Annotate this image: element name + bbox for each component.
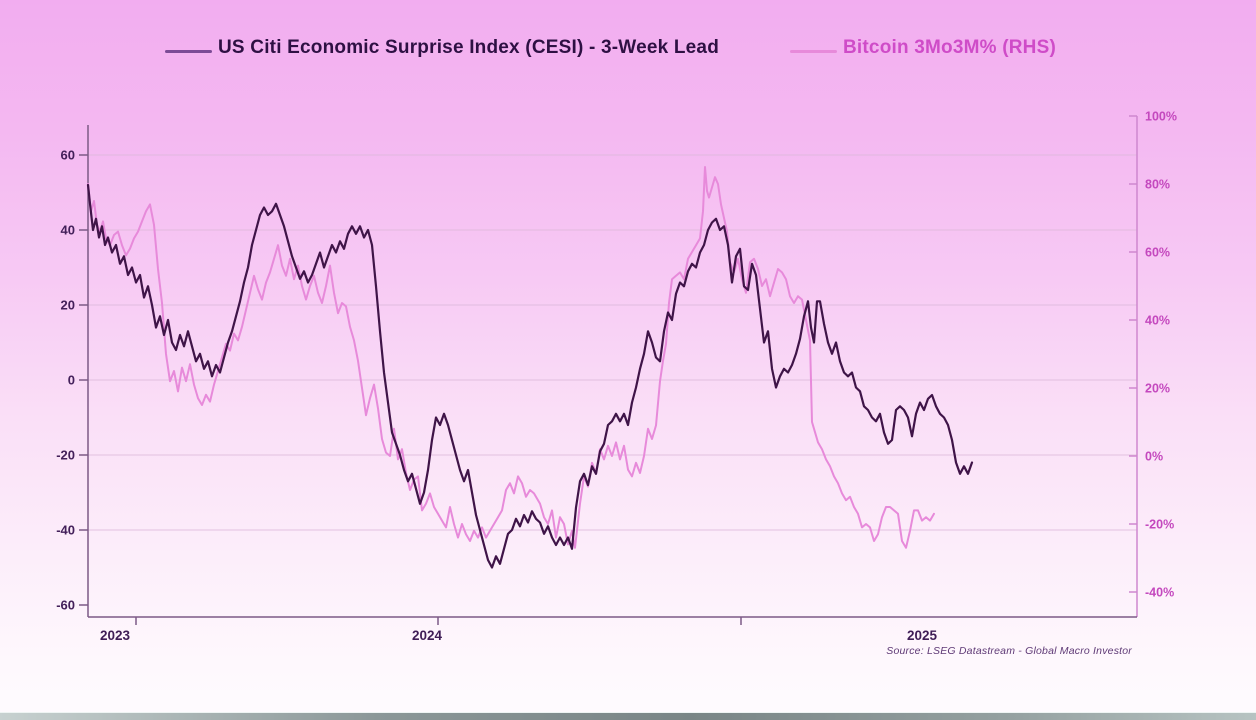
video-progress-bar: [0, 712, 1256, 720]
year-label: 2024: [412, 628, 443, 643]
right-axis-tick-label: -20%: [1145, 518, 1174, 532]
left-axis-tick-label: -60: [56, 598, 75, 613]
right-axis-tick-label: -40%: [1145, 586, 1174, 600]
right-axis-tick-label: 60%: [1145, 246, 1170, 260]
btc-legend-label: Bitcoin 3Mo3M% (RHS): [843, 37, 1056, 58]
cesi-series-line: [86, 183, 974, 569]
cesi-legend-line: [165, 50, 212, 53]
left-axis-tick-label: -20: [56, 448, 75, 463]
right-axis-tick-label: 20%: [1145, 382, 1170, 396]
btc-legend-line: [790, 50, 837, 53]
right-axis-tick-label: 0%: [1145, 450, 1163, 464]
source-credit: Source: LSEG Datastream - Global Macro I…: [886, 645, 1132, 657]
year-label: 2023: [100, 628, 131, 643]
right-axis-tick-label: 40%: [1145, 314, 1170, 328]
left-axis-tick-label: 0: [68, 373, 75, 388]
left-axis-tick-label: 60: [61, 148, 75, 163]
btc-series-line: [87, 166, 935, 549]
right-axis-tick-label: 80%: [1145, 178, 1170, 192]
year-label: 2025: [907, 628, 938, 643]
left-axis-tick-label: 20: [61, 298, 75, 313]
cesi-legend-label: US Citi Economic Surprise Index (CESI) -…: [218, 37, 719, 58]
right-axis-tick-label: 100%: [1145, 110, 1177, 124]
left-axis-tick-label: -40: [56, 523, 75, 538]
left-axis-tick-label: 40: [61, 223, 75, 238]
